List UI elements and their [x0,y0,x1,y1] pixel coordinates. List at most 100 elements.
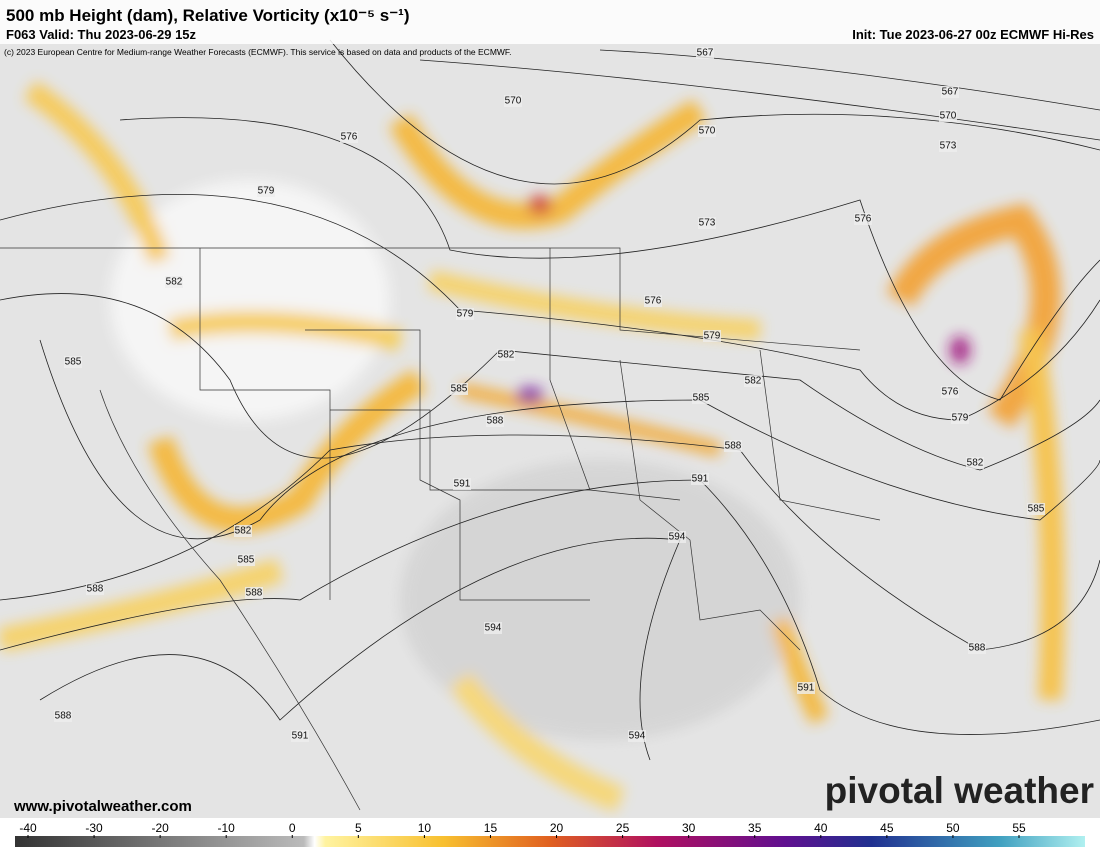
vorticity-shading [0,80,1065,813]
contour-label-bg [340,131,358,143]
colorbar-tick-label: 30 [682,821,696,835]
contour-label: 585 [1028,504,1045,515]
contour-label-bg [1027,503,1045,515]
contour-label: 582 [967,458,984,469]
contour-label-bg [64,356,82,368]
colorbar-tick-label: -40 [19,821,37,835]
colorbar-tick-label: -30 [85,821,103,835]
logo: pivotal weather [825,770,1094,811]
contour-label-bg [939,140,957,152]
colorbar-tick-label: 5 [355,821,362,835]
contour-label: 591 [454,479,471,490]
contour-label-bg [628,730,646,742]
contour-label-bg [797,682,815,694]
contour-label-bg [486,415,504,427]
colorbar-tick-label: 35 [748,821,762,835]
contour-label: 594 [485,623,502,634]
contour-label: 570 [505,96,522,107]
contour-label: 591 [692,474,709,485]
contour-label: 579 [952,413,969,424]
political-boundaries [0,247,881,811]
colorbar-tick-label: 0 [289,821,296,835]
contour-label: 588 [725,441,742,452]
contour-label-bg [234,525,252,537]
contour-label: 579 [457,309,474,320]
contour-label: 585 [65,357,82,368]
contour-label-bg [692,392,710,404]
colorbar-tick-label: -20 [151,821,169,835]
contour-label-bg [696,47,714,59]
colorbar-tick-label: 50 [946,821,960,835]
colorbar-tick-label: 55 [1012,821,1026,835]
contour-label-bg [968,642,986,654]
contour-label-bg [703,330,721,342]
contour-label-bg [257,185,275,197]
contour-label: 585 [451,384,468,395]
colorbar-tick-label: 40 [814,821,828,835]
contour-label: 588 [246,588,263,599]
contour-label: 588 [55,711,72,722]
contour-label-bg [939,110,957,122]
map-title: 500 mb Height (dam), Relative Vorticity … [6,6,410,25]
colorbar [15,836,1085,847]
colorbar-tick-label: 10 [418,821,432,835]
contour-label-bg [698,217,716,229]
contour-label: 576 [645,296,662,307]
contour-label-bg [245,587,263,599]
contour-label: 594 [629,731,646,742]
header-background [0,0,1100,44]
contour-label-bg [698,125,716,137]
contour-label-bg [966,457,984,469]
contour-label: 594 [669,532,686,543]
contour-label-bg [291,730,309,742]
contour-label: 576 [942,387,959,398]
contour-label-bg [941,86,959,98]
colorbar-tick-label: 45 [880,821,894,835]
contour-label: 570 [940,111,957,122]
contour-label-bg [744,375,762,387]
contour-label: 591 [292,731,309,742]
valid-time: F063 Valid: Thu 2023-06-29 15z [6,27,197,42]
contour-label-bg [951,412,969,424]
contour-label: 576 [341,132,358,143]
contour-label: 582 [745,376,762,387]
contour-label: 588 [487,416,504,427]
copyright: (c) 2023 European Centre for Medium-rang… [4,47,512,57]
contour-label: 570 [699,126,716,137]
contour-label: 591 [798,683,815,694]
height-contours [0,39,1100,761]
contour-label: 579 [258,186,275,197]
contour-label-bg [453,478,471,490]
colorbar-tick-label: 25 [616,821,630,835]
contour-label-bg [450,383,468,395]
contour-label-bg [456,308,474,320]
contour-label: 576 [855,214,872,225]
contour-label-bg [165,276,183,288]
contour-label-bg [484,622,502,634]
contour-label-bg [724,440,742,452]
contour-label: 588 [87,584,104,595]
contour-label: 585 [238,555,255,566]
contour-label: 573 [699,218,716,229]
contour-label: 582 [498,350,515,361]
contour-label: 567 [697,48,714,59]
init-time: Init: Tue 2023-06-27 00z ECMWF Hi-Res [852,27,1094,42]
contour-label-bg [644,295,662,307]
contour-label: 585 [693,393,710,404]
website: www.pivotalweather.com [13,798,192,815]
contour-label-bg [54,710,72,722]
contour-label: 588 [969,643,986,654]
contour-label-bg [854,213,872,225]
contour-label-bg [237,554,255,566]
colorbar-tick-label: -10 [218,821,236,835]
contour-label: 582 [235,526,252,537]
contour-label: 573 [940,141,957,152]
contour-label-bg [691,473,709,485]
contour-label: 567 [942,87,959,98]
contour-label-bg [86,583,104,595]
contour-label-bg [497,349,515,361]
colorbar-tick-label: 20 [550,821,564,835]
contour-label: 582 [166,277,183,288]
